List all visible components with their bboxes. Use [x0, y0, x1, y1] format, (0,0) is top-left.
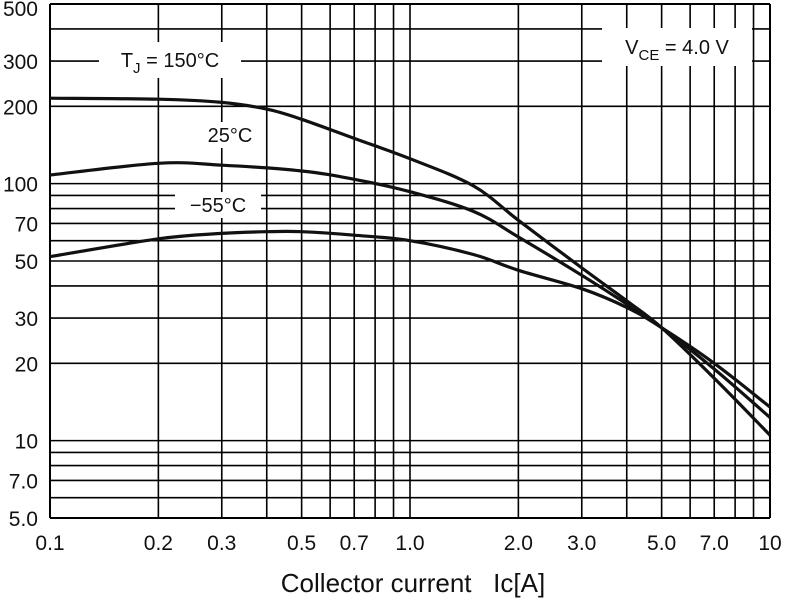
annotation-bg: [602, 28, 752, 66]
x-tick-label: 2.0: [504, 532, 533, 555]
x-tick-label: 1.0: [395, 532, 424, 555]
y-tick-label: 70: [15, 213, 38, 236]
y-tick-label: 100: [3, 174, 38, 197]
x-tick-label: 3.0: [567, 532, 596, 555]
series-label-bg: [99, 42, 241, 78]
x-tick-label: 0.1: [35, 532, 64, 555]
series-label-2: −55°C: [190, 195, 246, 217]
x-tick-label: 0.2: [144, 532, 173, 555]
y-tick-label: 10: [15, 431, 38, 454]
y-tick-label: 5.0: [9, 508, 38, 531]
y-tick-label: 7.0: [9, 470, 38, 493]
x-tick-label: 0.5: [287, 532, 316, 555]
vce-annotation: VCE = 4.0 V: [625, 37, 729, 64]
x-tick-label: 7.0: [700, 532, 729, 555]
x-tick-label: 0.7: [340, 532, 369, 555]
y-tick-label: 200: [3, 96, 38, 119]
x-axis-label: Collector current Ic[A]: [281, 568, 545, 598]
y-tick-label: 30: [15, 308, 38, 331]
x-tick-label: 5.0: [647, 532, 676, 555]
y-tick-label: 20: [15, 353, 38, 376]
x-tick-label: 10: [758, 532, 781, 555]
x-tick-label: 0.3: [207, 532, 236, 555]
series-line-2: [49, 229, 771, 409]
y-tick-label: 50: [15, 251, 38, 274]
series-label-bg: [175, 192, 261, 218]
series-label-bg: [195, 122, 265, 148]
y-tick-label: 500: [3, 0, 38, 21]
series-label-1: 25°C: [208, 125, 253, 147]
labels: TJ = 150°C 25°C −55°C VCE = 4.0 V: [99, 28, 752, 218]
series-label-0: TJ = 150°C: [121, 50, 219, 77]
y-tick-label: 300: [3, 51, 38, 74]
grid: [49, 3, 771, 519]
ticks: 0.1 0.2 0.3 0.5 0.7 1.0 2.0 3.0 5.0 7.0 10 500 300 20…: [3, 0, 782, 555]
curves: [49, 96, 772, 437]
